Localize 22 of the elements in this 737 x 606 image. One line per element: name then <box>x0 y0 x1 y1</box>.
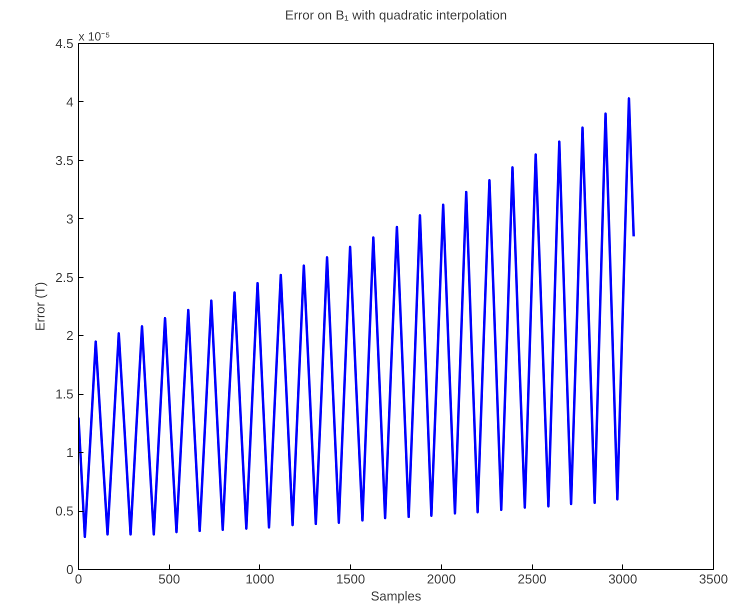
x-tick-label: 3500 <box>699 572 728 586</box>
y-tick-label: 1 <box>66 445 74 460</box>
x-tick-label: 500 <box>158 572 180 586</box>
x-tick-label: 2000 <box>426 572 456 586</box>
y-tick-label: 1.5 <box>55 386 74 402</box>
line-series <box>78 97 635 538</box>
x-tick-label: 2500 <box>518 572 547 586</box>
y-tick-label: 0 <box>66 562 74 577</box>
x-tick-label: 1500 <box>336 572 366 586</box>
y-tick-label: 4 <box>66 94 74 110</box>
y-tick-label: 4.5 <box>55 36 74 51</box>
x-tick-label: 3000 <box>608 572 638 586</box>
x-axis-title: Samples <box>370 588 422 604</box>
y-axis-title: Error (T) <box>32 282 48 332</box>
y-tick-label: 3.5 <box>55 152 74 168</box>
annotation: x 10⁻⁵ <box>78 30 110 44</box>
x-tick-label: 1000 <box>245 572 274 586</box>
y-tick-label: 2.5 <box>55 270 74 285</box>
y-tick-label: 0.5 <box>55 504 74 519</box>
chart-title: Error on B₁ with quadratic interpolation <box>285 8 507 22</box>
y-tick-label: 2 <box>66 328 74 344</box>
y-tick-label: 3 <box>66 211 74 226</box>
